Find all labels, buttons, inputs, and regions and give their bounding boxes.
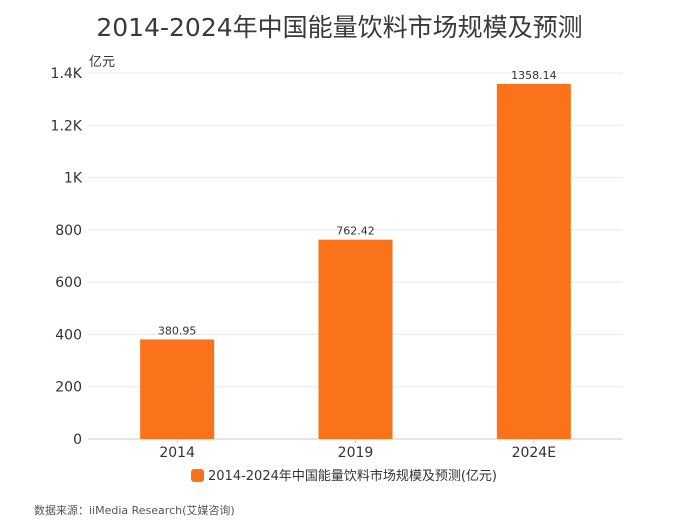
x-tick-label-2014: 2014 [159, 445, 195, 461]
y-axis-unit-label: 亿元 [89, 55, 115, 70]
bar-2024E [496, 83, 571, 440]
source-note: 数据来源：iiMedia Research(艾媒咨询) [34, 504, 235, 517]
data-label-2019: 762.42 [336, 225, 375, 238]
chart-title: 2014-2024年中国能量饮料市场规模及预测 [96, 13, 583, 42]
x-axis-ticks: 2014 2019 2024E [159, 439, 556, 461]
x-tick-label-2024E: 2024E [512, 445, 556, 461]
legend-swatch[interactable] [191, 469, 204, 482]
y-tick-label: 800 [55, 223, 82, 239]
y-axis-ticks: 0 200 400 600 800 1K 1.2K 1.4K [51, 66, 83, 448]
bar-2019 [318, 239, 393, 439]
y-tick-label: 200 [55, 380, 82, 396]
data-label-2024E: 1358.14 [511, 69, 557, 82]
x-tick-label-2019: 2019 [338, 445, 374, 461]
y-tick-label: 1K [64, 171, 83, 187]
data-label-2014: 380.95 [158, 324, 197, 337]
y-tick-label: 1.2K [51, 118, 83, 134]
legend-label[interactable]: 2014-2024年中国能量饮料市场规模及预测(亿元) [208, 468, 497, 484]
y-tick-label: 600 [55, 275, 82, 291]
data-labels: 380.95 762.42 1358.14 [158, 69, 557, 337]
bar-2014 [140, 339, 215, 439]
y-tick-label: 400 [55, 327, 82, 343]
y-tick-label: 0 [73, 432, 82, 448]
bars [140, 83, 571, 440]
y-tick-label: 1.4K [51, 66, 83, 82]
legend[interactable]: 2014-2024年中国能量饮料市场规模及预测(亿元) [191, 468, 497, 484]
